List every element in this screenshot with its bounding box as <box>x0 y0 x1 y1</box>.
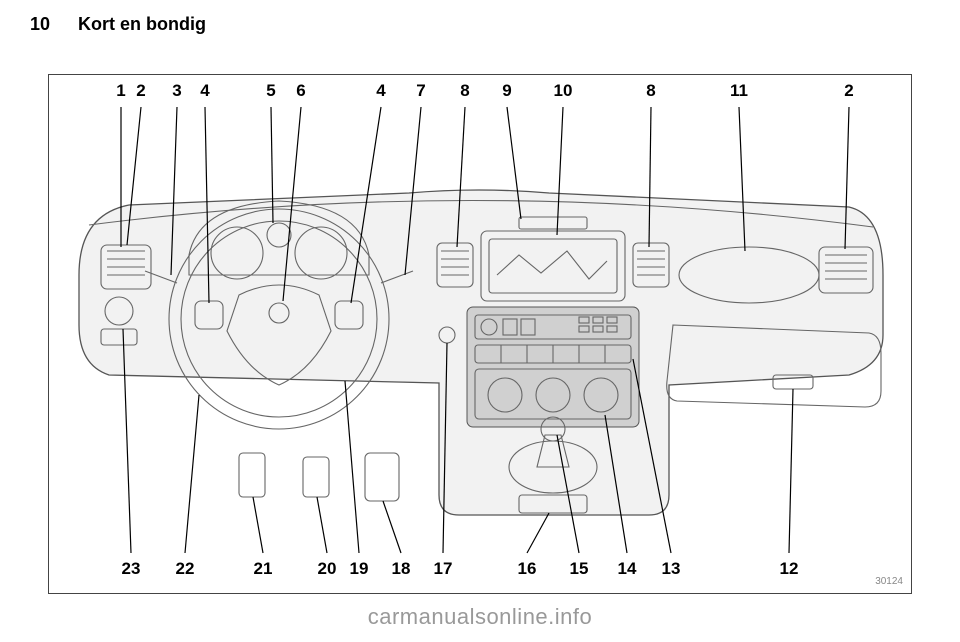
dashboard-figure: 1 2 3 4 5 6 4 7 8 9 10 8 11 2 23 22 21 2… <box>48 74 912 594</box>
callout-top-9: 8 <box>460 81 469 101</box>
section-title: Kort en bondig <box>78 14 206 35</box>
callout-bottom-19: 19 <box>350 559 369 579</box>
callout-top-10: 9 <box>502 81 511 101</box>
callout-top-7: 4 <box>376 81 385 101</box>
callout-top-13: 11 <box>730 81 748 101</box>
callout-bottom-21: 21 <box>254 559 273 579</box>
callout-top-8: 7 <box>416 81 425 101</box>
dashboard-svg <box>49 75 913 595</box>
page-number: 10 <box>30 14 50 35</box>
figure-id: 30124 <box>875 576 903 587</box>
callout-top-1: 1 <box>116 81 125 101</box>
callout-bottom-18: 18 <box>392 559 411 579</box>
callout-bottom-16: 16 <box>518 559 537 579</box>
callout-bottom-20: 20 <box>318 559 337 579</box>
callout-bottom-15: 15 <box>570 559 589 579</box>
callout-top-6: 6 <box>296 81 305 101</box>
callout-bottom-14: 14 <box>618 559 637 579</box>
callout-bottom-12: 12 <box>780 559 799 579</box>
callout-top-12: 8 <box>646 81 655 101</box>
page-header: 10 Kort en bondig <box>30 14 206 35</box>
callout-top-4: 4 <box>200 81 209 101</box>
callout-top-5: 5 <box>266 81 275 101</box>
callout-bottom-17: 17 <box>434 559 453 579</box>
callout-top-2: 2 <box>136 81 145 101</box>
callout-top-3: 3 <box>172 81 181 101</box>
watermark: carmanualsonline.info <box>368 604 593 630</box>
callout-bottom-22: 22 <box>176 559 195 579</box>
callout-top-11: 10 <box>554 81 573 101</box>
callout-bottom-23: 23 <box>122 559 141 579</box>
callout-bottom-13: 13 <box>662 559 681 579</box>
callout-top-14: 2 <box>844 81 853 101</box>
